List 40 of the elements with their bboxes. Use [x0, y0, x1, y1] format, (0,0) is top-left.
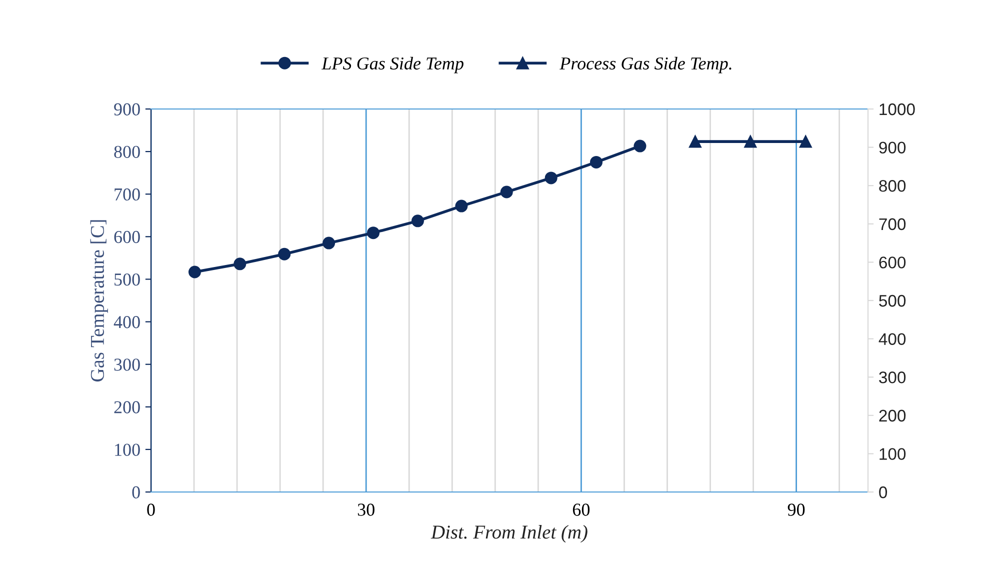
y-tick-label: 900	[114, 103, 140, 116]
point	[544, 172, 558, 184]
y2-tick-label: 1000	[880, 103, 915, 116]
point	[411, 214, 424, 228]
point	[455, 200, 468, 212]
legend-label: LPS Gas Side Temp	[321, 56, 464, 74]
y2-tick-label: 0	[879, 486, 888, 498]
y-tick-label: 400	[114, 316, 140, 328]
y2-tick-label: 600	[879, 256, 906, 268]
x-axis-title: Dist. From Inlet (m)	[430, 525, 588, 543]
point	[634, 140, 646, 152]
point	[500, 186, 513, 198]
y2-tick-label: 100	[880, 448, 906, 460]
x-tick-label: 30	[358, 504, 374, 516]
y2-tick-label: 800	[879, 180, 906, 192]
y-tick-label: 300	[114, 358, 140, 371]
y2-tick-label: 400	[878, 333, 906, 346]
x-tick-label: 60	[572, 504, 590, 516]
y2-tick-label: 200	[879, 410, 906, 422]
y-tick-label: 200	[114, 401, 140, 414]
y2-tick-label: 700	[879, 218, 906, 230]
y-tick-label: 600	[114, 230, 140, 244]
y2-tick-label: 300	[879, 372, 906, 384]
y-tick-label: 800	[114, 146, 140, 158]
point	[590, 156, 603, 168]
point	[188, 266, 201, 278]
y-tick-label: 100	[115, 444, 140, 456]
y-tick-label: 0	[132, 486, 140, 498]
y2-tick-label: 500	[879, 294, 906, 307]
y-tick-label: 700	[114, 188, 140, 201]
y-axis-title: Gas Temperature [C]	[90, 220, 108, 382]
x-tick-label: 90	[788, 504, 805, 516]
point	[322, 236, 336, 250]
legend-label: Process Gas Side Temp.	[560, 56, 732, 74]
y-tick-label: 500	[114, 273, 140, 286]
x-tick-label: 0	[147, 504, 155, 516]
point	[278, 248, 291, 260]
y2-tick-label: 900	[879, 142, 906, 154]
point	[234, 258, 246, 270]
point	[367, 226, 380, 240]
